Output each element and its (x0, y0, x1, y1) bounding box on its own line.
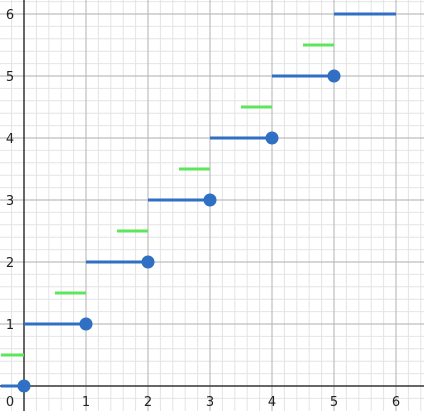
x-tick-label-0: 0 (6, 395, 14, 410)
tick-labels: 0 1 2 3 4 5 6 1 2 3 4 5 6 (6, 8, 400, 410)
y-tick-label-1: 1 (6, 318, 14, 333)
y-tick-label-6: 6 (6, 8, 14, 23)
x-tick-label-2: 2 (144, 395, 152, 410)
blue-point-0 (17, 379, 31, 393)
y-tick-label-4: 4 (6, 132, 14, 147)
blue-point-2 (141, 255, 155, 269)
x-tick-label-3: 3 (206, 395, 214, 410)
x-tick-label-4: 4 (268, 395, 276, 410)
x-tick-label-1: 1 (82, 395, 90, 410)
blue-point-5 (327, 69, 341, 83)
y-tick-label-3: 3 (6, 194, 14, 209)
blue-point-4 (265, 131, 279, 145)
x-tick-label-5: 5 (330, 395, 338, 410)
y-tick-label-5: 5 (6, 70, 14, 85)
y-tick-label-2: 2 (6, 256, 14, 271)
blue-point-1 (79, 317, 93, 331)
blue-point-3 (203, 193, 217, 207)
series-layer (1, 12, 396, 393)
x-tick-label-6: 6 (392, 395, 400, 410)
